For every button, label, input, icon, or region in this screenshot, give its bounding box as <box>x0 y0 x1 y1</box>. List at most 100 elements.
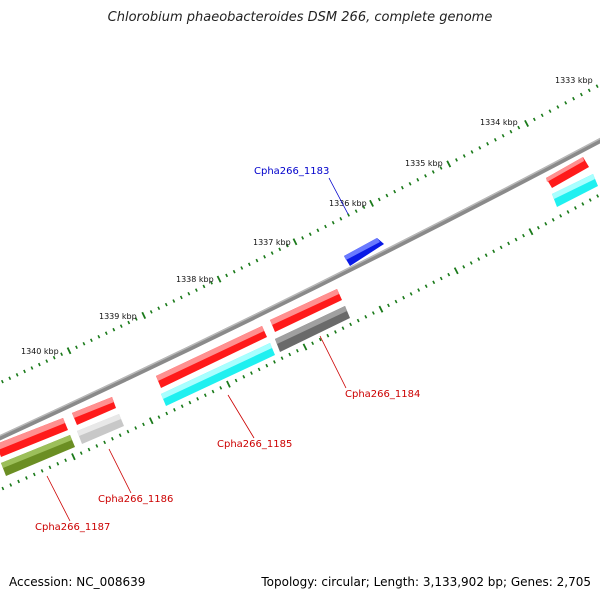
gene-cpha266-1185-reverse[interactable] <box>161 343 275 406</box>
inner-scale-tick <box>157 415 161 419</box>
inner-scale-tick <box>402 295 406 300</box>
inner-scale-tick <box>551 218 555 222</box>
outer-scale-tick <box>524 119 529 128</box>
inner-scale-tick <box>311 341 315 346</box>
outer-scale-tick <box>164 302 168 307</box>
leader-line-1184 <box>319 335 347 389</box>
inner-scale-tick <box>499 245 503 250</box>
inner-scale-tick <box>87 447 91 452</box>
gene-cpha266-1186-reverse[interactable] <box>77 414 124 444</box>
outer-scale-tick <box>587 88 591 93</box>
outer-scale-tick <box>97 334 101 339</box>
outer-scale-tick <box>285 243 289 248</box>
inner-scale-tick <box>25 476 28 480</box>
outer-scale-tick <box>149 310 153 314</box>
gene-label-1187[interactable]: Cpha266_1187 <box>35 522 110 533</box>
inner-scale-tick <box>250 371 253 375</box>
inner-scale-tick <box>226 380 231 388</box>
outer-scale-tick <box>82 341 86 346</box>
outer-scale-tick <box>385 193 389 198</box>
inner-scale-tick <box>581 202 585 206</box>
inner-scale-tick <box>364 315 368 319</box>
outer-scale-tick <box>446 160 452 168</box>
inner-scale-tick <box>71 453 76 461</box>
inner-scale-tick <box>288 352 292 357</box>
outer-scale-ticks <box>0 84 599 384</box>
gene-label-1184[interactable]: Cpha266_1184 <box>345 389 420 400</box>
outer-scale-tick <box>416 178 420 182</box>
outer-scale-tick <box>278 247 282 252</box>
gene-cpha266-1183[interactable] <box>344 238 384 266</box>
gene-cpha266-1185-forward[interactable] <box>156 326 267 388</box>
inner-scale-tick <box>522 233 525 238</box>
inner-scale-tick <box>118 433 122 437</box>
scale-label-1338: 1338 kbp <box>176 275 214 284</box>
outer-scale-tick <box>263 255 266 259</box>
leader-line-1185 <box>227 394 255 439</box>
inner-scale-tick <box>334 330 337 334</box>
gene-label-1185[interactable]: Cpha266_1185 <box>217 439 292 450</box>
gene-cpha266-1184-forward[interactable] <box>270 289 342 332</box>
outer-scale-tick <box>470 150 474 154</box>
outer-scale-tick <box>30 366 34 370</box>
outer-scale-tick <box>23 369 26 374</box>
inner-scale-tick <box>234 378 238 383</box>
gene-reverse-right-cyan[interactable] <box>552 174 598 207</box>
gene-label-1183[interactable]: Cpha266_1183 <box>254 166 329 177</box>
inner-scale-tick <box>528 228 534 236</box>
inner-scale-tick <box>126 429 130 434</box>
inner-scale-tick <box>64 458 68 463</box>
outer-scale-tick <box>216 275 222 283</box>
gene-cpha266-1187-reverse[interactable] <box>1 435 75 476</box>
gene-label-1186[interactable]: Cpha266_1186 <box>98 494 173 505</box>
gene-cpha266-1184-reverse[interactable] <box>275 306 350 352</box>
outer-scale-tick <box>362 205 366 210</box>
outer-scale-tick <box>202 284 206 289</box>
outer-scale-tick <box>308 232 312 236</box>
inner-scale-tick <box>173 408 176 412</box>
inner-scale-tick <box>371 311 375 315</box>
scale-label-1340: 1340 kbp <box>21 347 59 356</box>
inner-scale-tick <box>394 299 398 304</box>
inner-scale-tick <box>79 451 83 455</box>
outer-scale-tick <box>301 236 305 240</box>
inner-scale-tick <box>9 483 13 487</box>
outer-scale-tick <box>556 105 560 109</box>
outer-scale-tick <box>517 125 521 130</box>
outer-scale-tick <box>0 379 4 384</box>
outer-scale-tick <box>52 355 56 360</box>
outer-scale-tick <box>8 376 12 381</box>
outer-scale-tick <box>172 299 176 303</box>
inner-scale-tick <box>242 375 246 379</box>
inner-scale-tick <box>219 386 223 390</box>
inner-scale-tick <box>17 479 20 484</box>
inner-scale-tick <box>469 261 473 265</box>
inner-scale-tick <box>32 472 36 477</box>
outer-scale-tick <box>493 138 497 142</box>
outer-scale-tick <box>377 197 381 202</box>
inner-scale-tick <box>544 222 548 226</box>
outer-scale-tick <box>194 288 198 292</box>
gene-forward-right[interactable] <box>546 157 589 188</box>
inner-scale-ticks <box>1 194 600 491</box>
outer-scale-tick <box>104 331 108 336</box>
gene-cpha266-1187-forward[interactable] <box>0 418 68 457</box>
leader-line-1187 <box>46 475 71 522</box>
scale-label-1339: 1339 kbp <box>99 312 137 321</box>
gene-cpha266-1186-forward[interactable] <box>72 397 116 425</box>
outer-scale-tick <box>255 258 259 263</box>
outer-scale-tick <box>187 291 191 296</box>
outer-scale-tick <box>532 117 536 122</box>
outer-scale-tick <box>316 228 320 233</box>
outer-scale-tick <box>134 317 138 321</box>
inner-scale-tick <box>378 305 384 313</box>
scale-label-1337: 1337 kbp <box>253 238 291 247</box>
inner-scale-tick <box>424 284 428 288</box>
inner-scale-tick <box>188 400 192 405</box>
inner-scale-tick <box>514 237 518 242</box>
accession-text: Accession: NC_008639 <box>9 575 146 589</box>
outer-scale-tick <box>141 311 147 319</box>
inner-scale-tick <box>507 241 511 246</box>
inner-scale-tick <box>349 322 353 327</box>
outer-scale-tick <box>455 158 458 162</box>
